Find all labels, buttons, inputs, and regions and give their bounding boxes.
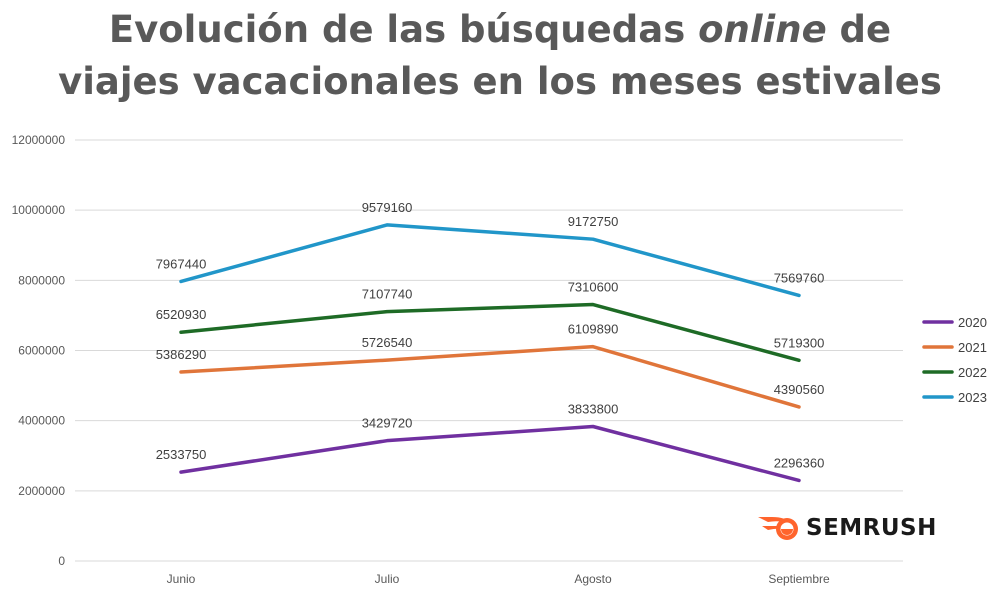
- title-text-italic: online: [698, 8, 827, 51]
- data-label-2020: 2533750: [156, 447, 207, 462]
- series-line-2022: [179, 302, 801, 363]
- chart-title-line-2: viajes vacacionales en los meses estival…: [58, 60, 942, 103]
- legend-label-2023: 2023: [958, 390, 987, 405]
- data-label-2022: 7310600: [568, 280, 619, 295]
- y-tick-label: 12000000: [12, 133, 66, 147]
- y-axis-tick-labels: 0 2000000 4000000 6000000 8000000 10000000 120…: [12, 133, 66, 568]
- data-label-2020: 3429720: [362, 416, 413, 431]
- data-label-2023: 9579160: [362, 200, 413, 215]
- data-label-2022: 7107740: [362, 287, 413, 302]
- y-tick-label: 4000000: [18, 414, 65, 428]
- series-line-2020: [179, 424, 801, 483]
- x-tick-label: Junio: [167, 572, 196, 586]
- series-line-2023: [179, 223, 801, 298]
- series-line-2021: [179, 344, 801, 409]
- x-tick-label: Agosto: [574, 572, 612, 586]
- data-labels: 2533750 3429720 3833800 2296360 5386290 57265…: [156, 200, 825, 471]
- legend-label-2020: 2020: [958, 315, 987, 330]
- x-tick-label: Julio: [375, 572, 400, 586]
- data-label-2021: 4390560: [774, 382, 825, 397]
- title-text-post: de: [826, 8, 892, 51]
- y-tick-label: 10000000: [12, 203, 66, 217]
- series-lines: [179, 223, 801, 483]
- data-label-2020: 3833800: [568, 401, 619, 416]
- data-label-2023: 7967440: [156, 256, 207, 271]
- y-tick-label: 6000000: [18, 344, 65, 358]
- semrush-logo-text: SEMRUSH: [806, 515, 937, 541]
- data-label-2021: 5386290: [156, 347, 207, 362]
- data-label-2022: 5719300: [774, 335, 825, 350]
- legend-label-2022: 2022: [958, 365, 987, 380]
- y-tick-label: 2000000: [18, 484, 65, 498]
- legend-label-2021: 2021: [958, 340, 987, 355]
- semrush-flame-icon: [758, 517, 798, 540]
- data-label-2023: 9172750: [568, 214, 619, 229]
- data-label-2020: 2296360: [774, 455, 825, 470]
- data-label-2022: 6520930: [156, 307, 207, 322]
- y-tick-label: 8000000: [18, 273, 65, 287]
- chart-title: Evolución de las búsquedas online de via…: [0, 4, 1000, 108]
- x-axis-tick-labels: Junio Julio Agosto Septiembre: [167, 572, 830, 586]
- y-tick-label: 0: [58, 554, 65, 568]
- chart-title-line-1: Evolución de las búsquedas online de: [0, 4, 1000, 56]
- legend: 2020 2021 2022 2023: [922, 315, 987, 405]
- data-label-2021: 5726540: [362, 335, 413, 350]
- grid-lines: [75, 139, 903, 562]
- semrush-logo: SEMRUSH: [756, 512, 937, 544]
- data-label-2021: 6109890: [568, 322, 619, 337]
- x-tick-label: Septiembre: [768, 572, 830, 586]
- data-label-2023: 7569760: [774, 270, 825, 285]
- title-text-pre: Evolución de las búsquedas: [108, 8, 699, 51]
